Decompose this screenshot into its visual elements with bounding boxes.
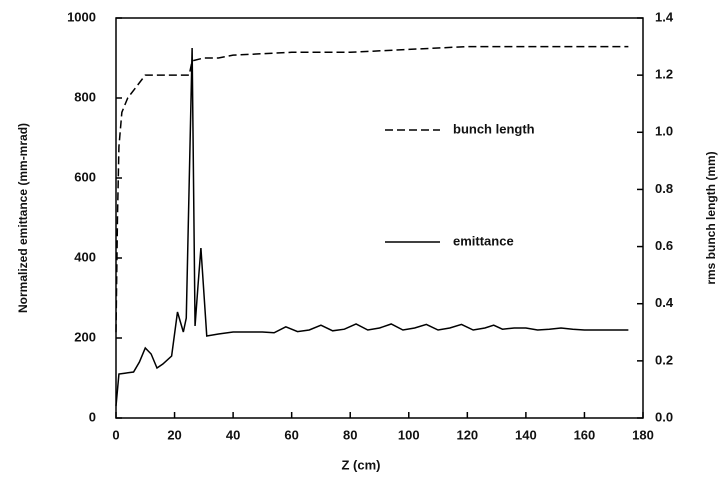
x-axis-label: Z (cm) <box>342 457 381 472</box>
x-tick-label: 160 <box>574 427 596 442</box>
x-tick-label: 120 <box>456 427 478 442</box>
x-tick-label: 60 <box>284 427 298 442</box>
y-axis-label: Normalized emittance (mm-mrad) <box>16 123 30 313</box>
y-tick-label: 200 <box>74 329 96 344</box>
y2-tick-label: 0.0 <box>655 409 673 424</box>
legend-label: bunch length <box>453 121 535 136</box>
y2-tick-label: 0.6 <box>655 238 673 253</box>
x-tick-label: 40 <box>226 427 240 442</box>
x-tick-label: 80 <box>343 427 357 442</box>
plot-frame <box>115 17 644 419</box>
x-tick-label: 180 <box>632 427 654 442</box>
y2-tick-label: 1.4 <box>655 9 674 24</box>
legend-label: emittance <box>453 233 514 248</box>
series-line <box>115 47 629 407</box>
y-tick-label: 0 <box>89 409 96 424</box>
y-tick-label: 1000 <box>67 9 96 24</box>
y2-tick-label: 1.2 <box>655 67 673 82</box>
y-tick-label: 400 <box>74 249 96 264</box>
y2-axis-label: rms bunch length (mm) <box>704 151 718 284</box>
x-tick-label: 0 <box>112 427 119 442</box>
series-line <box>115 45 629 333</box>
y2-tick-label: 1.0 <box>655 124 673 139</box>
y2-tick-label: 0.8 <box>655 181 673 196</box>
y2-tick-label: 0.2 <box>655 352 673 367</box>
y2-tick-label: 0.4 <box>655 295 674 310</box>
x-tick-label: 20 <box>167 427 181 442</box>
x-tick-label: 140 <box>515 427 537 442</box>
y-tick-label: 600 <box>74 169 96 184</box>
y-tick-label: 800 <box>74 89 96 104</box>
x-tick-label: 100 <box>398 427 420 442</box>
